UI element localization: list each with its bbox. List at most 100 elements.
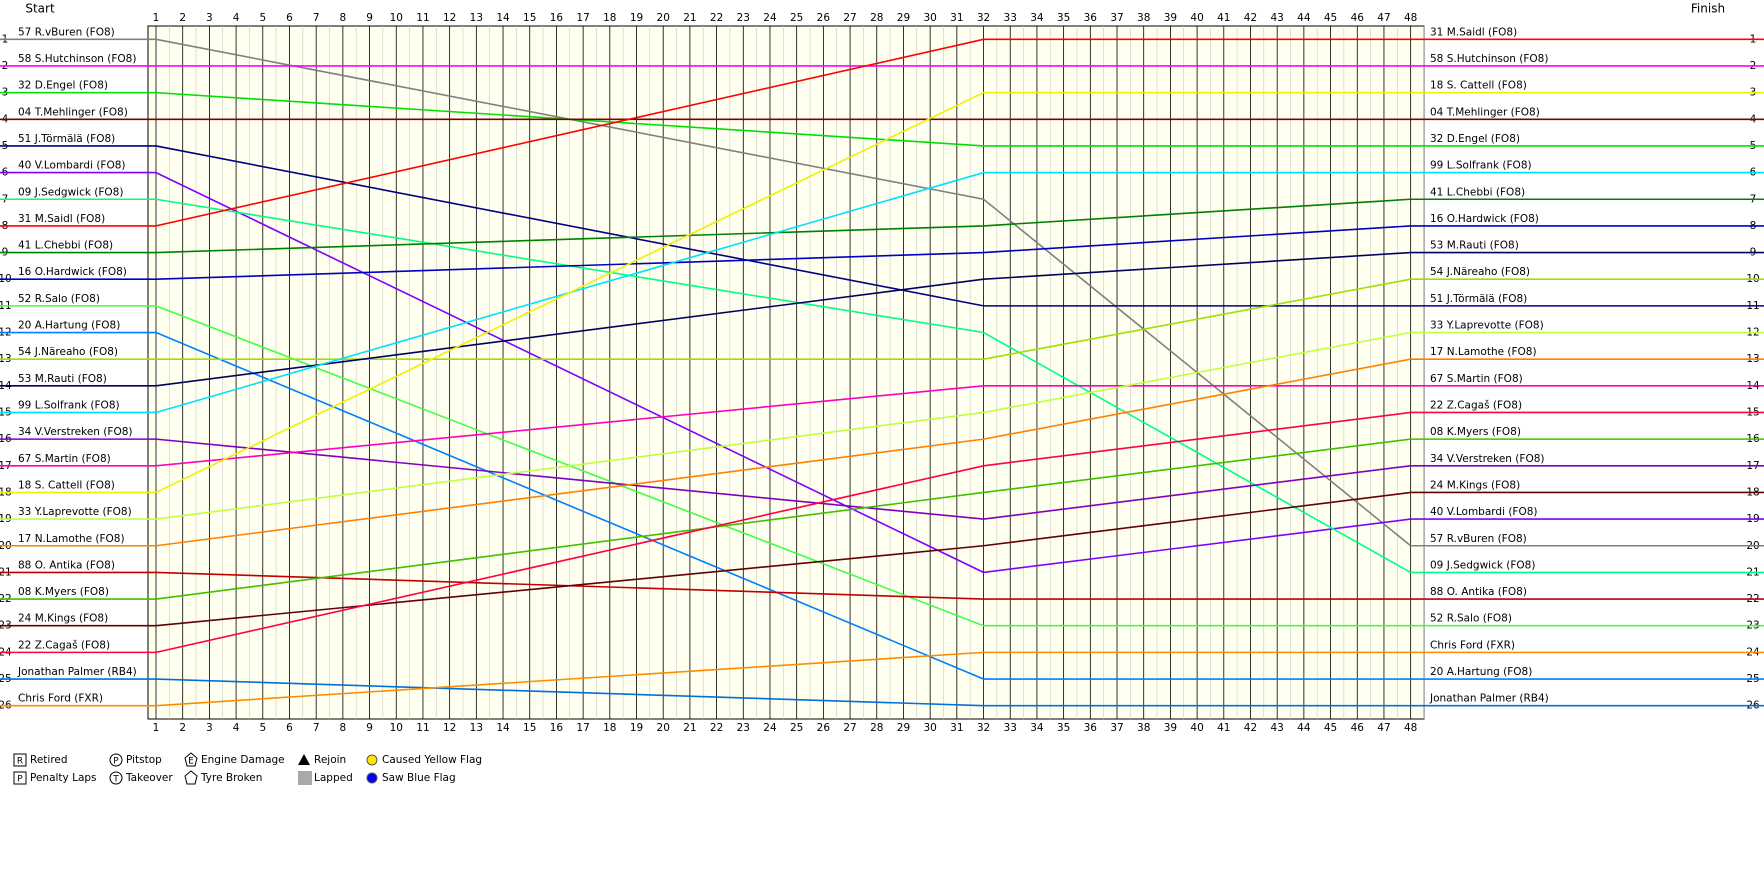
start-driver-label: 33 Y.Laprevotte (FO8)	[18, 506, 132, 518]
finish-header: Finish	[1691, 2, 1725, 16]
legend-label: Engine Damage	[201, 754, 285, 766]
position-line	[155, 358, 1411, 547]
finish-driver-label: 51 J.Törmälä (FO8)	[1430, 293, 1527, 305]
legend-item: E Engine Damage	[184, 752, 285, 767]
position-line	[155, 491, 1411, 627]
x-tick-label-bottom: 22	[710, 722, 723, 734]
legend-icon	[298, 754, 310, 765]
position-line	[155, 411, 1411, 654]
finish-driver-label: 57 R.vBuren (FO8)	[1430, 533, 1527, 545]
x-tick-label-bottom: 38	[1137, 722, 1150, 734]
x-tick-label-bottom: 26	[817, 722, 831, 734]
legend-icon-letter: P	[17, 775, 23, 785]
x-tick-label-top: 39	[1164, 12, 1177, 24]
x-tick-label-top: 46	[1351, 12, 1365, 24]
x-tick-label-top: 17	[576, 12, 589, 24]
start-driver-label: 04 T.Mehlinger (FO8)	[18, 106, 128, 118]
x-tick-label-top: 40	[1190, 12, 1203, 24]
legend-item: T Takeover	[109, 771, 173, 785]
legend-label: Saw Blue Flag	[382, 772, 456, 784]
legend-item: P Penalty Laps	[13, 771, 97, 785]
x-tick-label-bottom: 25	[790, 722, 803, 734]
position-line	[155, 438, 1411, 520]
x-tick-label-top: 1	[153, 12, 160, 24]
x-tick-label-bottom: 1	[153, 722, 160, 734]
x-tick-label-bottom: 12	[443, 722, 456, 734]
plot-area	[147, 25, 1425, 720]
legend-icon-letter: P	[113, 757, 119, 767]
x-tick-label-bottom: 18	[603, 722, 616, 734]
finish-driver-label: 58 S.Hutchinson (FO8)	[1430, 53, 1548, 65]
x-tick-label-bottom: 11	[416, 722, 429, 734]
x-tick-label-top: 21	[683, 12, 696, 24]
finish-driver-label: 08 K.Myers (FO8)	[1430, 426, 1521, 438]
finish-driver-label: 52 R.Salo (FO8)	[1430, 613, 1512, 625]
x-tick-label-top: 22	[710, 12, 723, 24]
start-driver-label: 08 K.Myers (FO8)	[18, 586, 109, 598]
x-tick-label-top: 31	[950, 12, 963, 24]
start-driver-label: 67 S.Martin (FO8)	[18, 453, 111, 465]
position-line	[155, 225, 1411, 281]
x-tick-label-top: 48	[1404, 12, 1417, 24]
start-driver-label: Chris Ford (FXR)	[18, 693, 103, 705]
legend-label: Lapped	[314, 772, 353, 784]
x-tick-label-top: 6	[286, 12, 293, 24]
x-tick-label-top: 42	[1244, 12, 1257, 24]
legend-icon-letter: E	[188, 757, 194, 767]
legend-label: Tyre Broken	[200, 772, 262, 784]
legend-label: Penalty Laps	[30, 772, 97, 784]
legend-icon	[109, 771, 123, 785]
x-tick-label-top: 30	[923, 12, 936, 24]
legend-icon-letter: R	[17, 757, 23, 767]
x-tick-label-top: 38	[1137, 12, 1150, 24]
x-tick-label-top: 16	[550, 12, 564, 24]
x-tick-label-bottom: 32	[977, 722, 990, 734]
start-driver-label: 22 Z.Cagaš (FO8)	[18, 639, 110, 651]
x-tick-label-top: 11	[416, 12, 429, 24]
x-tick-label-top: 12	[443, 12, 456, 24]
x-tick-label-bottom: 13	[470, 722, 483, 734]
start-driver-label: 18 S. Cattell (FO8)	[18, 479, 115, 491]
x-tick-label-bottom: 5	[259, 722, 266, 734]
legend-icon	[109, 753, 123, 767]
legend-item: Saw Blue Flag	[366, 772, 456, 784]
x-tick-label-top: 7	[313, 12, 320, 24]
start-driver-label: 34 V.Verstreken (FO8)	[18, 426, 132, 438]
position-line	[155, 198, 1411, 254]
x-tick-label-bottom: 46	[1351, 722, 1365, 734]
x-tick-label-bottom: 4	[233, 722, 240, 734]
legend-icon	[366, 772, 378, 784]
legend-item: R Retired	[13, 753, 68, 767]
legend-item: Rejoin	[298, 754, 346, 766]
start-header: Start	[25, 2, 55, 16]
x-tick-label-top: 8	[340, 12, 347, 24]
legend-icon	[184, 770, 198, 785]
position-line	[155, 38, 1411, 227]
finish-driver-label: 24 M.Kings (FO8)	[1430, 479, 1520, 491]
finish-driver-label: 99 L.Solfrank (FO8)	[1430, 160, 1532, 172]
x-tick-label-bottom: 27	[843, 722, 856, 734]
x-tick-label-top: 4	[233, 12, 240, 24]
x-tick-label-bottom: 34	[1030, 722, 1044, 734]
x-tick-label-bottom: 23	[737, 722, 750, 734]
x-tick-label-top: 15	[523, 12, 536, 24]
x-tick-label-bottom: 3	[206, 722, 213, 734]
x-tick-label-bottom: 2	[179, 722, 186, 734]
x-tick-label-top: 10	[390, 12, 403, 24]
x-tick-label-bottom: 8	[340, 722, 347, 734]
finish-driver-label: 22 Z.Cagaš (FO8)	[1430, 399, 1522, 411]
finish-driver-label: 54 J.Näreaho (FO8)	[1430, 266, 1530, 278]
x-tick-label-top: 24	[763, 12, 777, 24]
position-line	[155, 91, 1411, 147]
start-driver-label: 20 A.Hartung (FO8)	[18, 320, 120, 332]
x-tick-label-bottom: 21	[683, 722, 696, 734]
position-line	[155, 171, 1411, 414]
position-line	[155, 171, 1411, 574]
start-driver-label: 09 J.Sedgwick (FO8)	[18, 186, 123, 198]
legend-icon	[184, 752, 198, 767]
finish-driver-label: 41 L.Chebbi (FO8)	[1430, 186, 1525, 198]
x-tick-label-top: 43	[1270, 12, 1283, 24]
x-tick-label-top: 25	[790, 12, 803, 24]
start-driver-label: 17 N.Lamothe (FO8)	[18, 533, 125, 545]
